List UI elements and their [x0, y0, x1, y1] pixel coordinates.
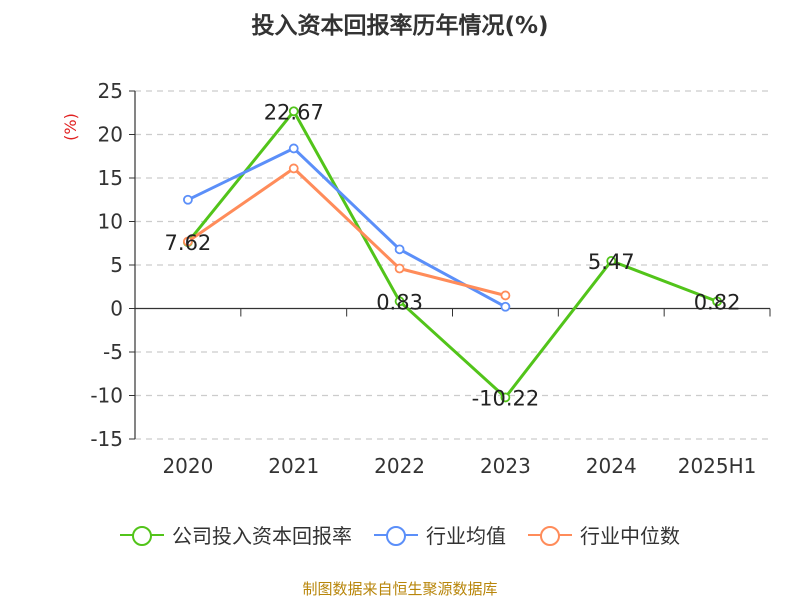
data-point [500, 290, 511, 301]
data-point [288, 106, 299, 117]
data-label: 0.83 [376, 290, 423, 314]
y-tick-label: 15 [98, 166, 123, 190]
data-point [183, 236, 193, 247]
legend-item-industry-median[interactable]: 行业中位数 [528, 520, 680, 549]
x-tick-label: 2023 [480, 454, 531, 478]
grid-lines [135, 90, 770, 440]
data-point [394, 244, 405, 255]
source-note: 制图数据来自恒生聚源数据库 [302, 580, 498, 598]
series-lines [183, 106, 722, 403]
series-line-0 [186, 109, 718, 399]
y-tick-label: -10 [90, 384, 123, 408]
y-axis-label: (%) [61, 113, 80, 141]
x-tick-label: 2025H1 [678, 454, 757, 478]
series-line-2 [187, 166, 506, 297]
data-point [500, 301, 511, 312]
legend-label: 行业中位数 [580, 524, 680, 548]
legend-label: 行业均值 [426, 524, 506, 548]
y-tick-label: 20 [98, 123, 123, 147]
chart-title: 投入资本回报率历年情况(%) [251, 13, 549, 39]
data-point [394, 296, 405, 307]
data-label: -10.22 [472, 386, 540, 410]
x-tick-label: 2024 [586, 454, 637, 478]
y-tick-label: 5 [110, 253, 123, 277]
legend-item-company[interactable]: 公司投入资本回报率 [120, 520, 352, 549]
data-label: 5.47 [588, 250, 635, 274]
legend-marker-icon [528, 525, 572, 546]
legend: 公司投入资本回报率 行业均值 行业中位数 [0, 520, 800, 549]
data-point [288, 143, 299, 154]
data-point [712, 296, 722, 307]
y-tick-label: 10 [98, 210, 123, 234]
x-tick-label: 2021 [268, 454, 319, 478]
data-label: 0.82 [694, 290, 741, 314]
axes: 25 20 15 10 5 0 -5 -10 -15 2020 2021 2022 2023 2024 20… [90, 79, 771, 478]
data-point [500, 392, 511, 403]
data-labels: 7.62 22.67 0.83 -10.22 5.47 0.82 [165, 100, 741, 410]
legend-marker-icon [374, 525, 418, 546]
data-point [606, 256, 617, 266]
legend-item-industry-mean[interactable]: 行业均值 [374, 520, 506, 549]
data-point [183, 194, 193, 205]
y-tick-label: -5 [103, 340, 123, 364]
legend-marker-icon [120, 525, 164, 546]
y-tick-label: -15 [90, 427, 123, 451]
data-label: 7.62 [165, 231, 212, 255]
series-line-1 [187, 146, 507, 309]
x-tick-label: 2022 [374, 454, 425, 478]
data-point [288, 163, 299, 174]
data-label: 22.67 [264, 100, 324, 124]
data-point [394, 263, 405, 274]
y-tick-label: 0 [110, 297, 123, 321]
x-tick-label: 2020 [162, 454, 213, 478]
legend-label: 公司投入资本回报率 [172, 524, 352, 548]
y-tick-label: 25 [98, 79, 123, 103]
